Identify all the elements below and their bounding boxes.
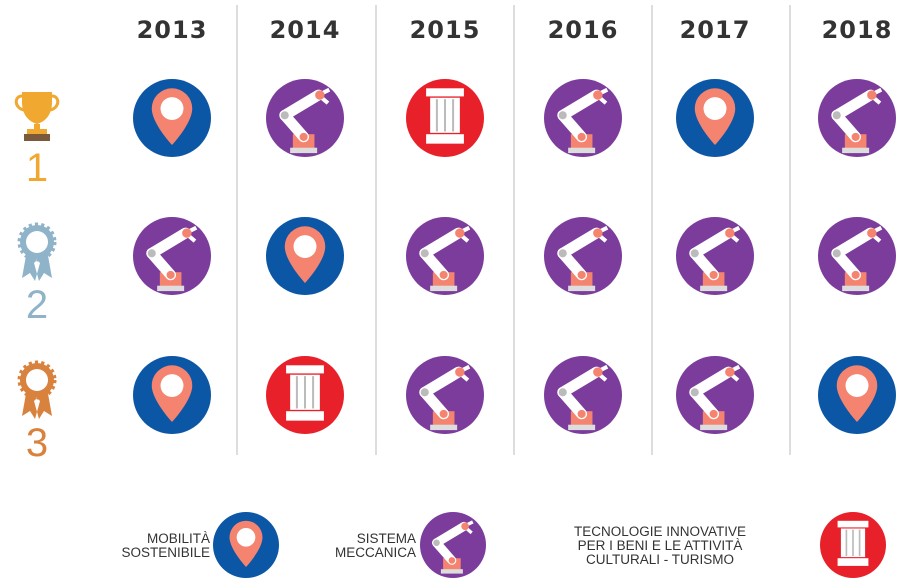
legend-label: PER I BENI E LE ATTIVITÀ	[578, 538, 743, 553]
category-badge	[406, 217, 484, 295]
category-badge	[676, 356, 754, 434]
silver-ribbon	[17, 222, 57, 281]
legend-label: SISTEMA	[357, 531, 416, 546]
legend-label: TECNOLOGIE INNOVATIVE	[574, 524, 746, 539]
category-badge	[818, 79, 896, 157]
category-badge	[133, 79, 211, 157]
year-label: 2015	[410, 16, 481, 44]
category-badge	[544, 79, 622, 157]
category-badge	[818, 217, 896, 295]
category-badge	[544, 356, 622, 434]
year-label: 2018	[822, 16, 893, 44]
legend-label: CULTURALI - TURISMO	[586, 552, 734, 567]
trophy	[14, 92, 60, 141]
rank-number: 2	[26, 283, 48, 327]
legend-circle	[420, 512, 486, 578]
legend-badge	[820, 512, 886, 578]
category-badge	[133, 356, 211, 434]
legend-label: MOBILITÀ	[147, 531, 210, 546]
year-label: 2013	[137, 16, 208, 44]
rank-number: 1	[26, 146, 48, 190]
category-badge	[266, 79, 344, 157]
year-label: 2016	[548, 16, 619, 44]
rank-number: 3	[26, 421, 48, 465]
category-badge	[133, 217, 211, 295]
legend-badge	[213, 512, 279, 578]
category-badge	[406, 356, 484, 434]
category-badge	[406, 79, 484, 157]
category-badge	[266, 217, 344, 295]
category-badge	[266, 356, 344, 434]
legend-label: MECCANICA	[335, 545, 416, 560]
year-label: 2014	[270, 16, 341, 44]
year-label: 2017	[680, 16, 751, 44]
category-badge	[818, 356, 896, 434]
category-badge	[544, 217, 622, 295]
legend-label: SOSTENIBILE	[121, 545, 210, 560]
category-badge	[676, 217, 754, 295]
bronze-ribbon	[17, 360, 57, 419]
category-badge	[676, 79, 754, 157]
legend-badge	[420, 512, 486, 578]
